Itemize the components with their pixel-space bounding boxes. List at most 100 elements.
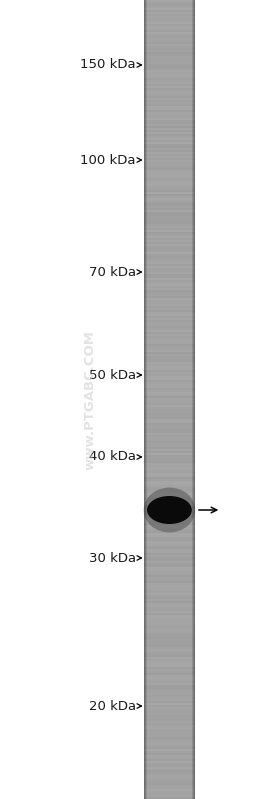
Bar [144, 713, 195, 715]
Bar [144, 136, 195, 137]
Bar [144, 364, 195, 366]
Bar [144, 369, 195, 372]
Bar [144, 372, 195, 374]
Bar [144, 204, 195, 205]
Bar [144, 662, 195, 663]
Bar [144, 793, 195, 795]
Bar [144, 671, 195, 673]
Bar [144, 507, 195, 510]
Bar [144, 447, 195, 449]
Bar [144, 485, 195, 487]
Bar [144, 623, 195, 625]
Bar [144, 422, 195, 423]
Bar [144, 298, 195, 300]
Bar [144, 233, 195, 236]
Bar [144, 550, 195, 551]
Bar [144, 348, 195, 350]
Bar [144, 284, 195, 286]
Bar [144, 797, 195, 799]
Bar [144, 344, 195, 345]
Bar [144, 593, 195, 595]
Bar [144, 329, 195, 332]
Bar [144, 40, 195, 42]
Bar [144, 539, 195, 542]
Bar [144, 423, 195, 425]
Bar [144, 763, 195, 765]
Bar [144, 196, 195, 198]
Bar [144, 180, 195, 182]
Bar [144, 278, 195, 280]
Bar [144, 590, 195, 591]
Bar [144, 300, 195, 301]
Bar [144, 433, 195, 435]
Bar [144, 158, 195, 160]
Bar [144, 78, 195, 80]
Bar [144, 282, 195, 284]
Bar [144, 502, 195, 503]
Bar [144, 681, 195, 683]
Bar [144, 417, 195, 419]
Bar [144, 654, 195, 655]
Bar [144, 132, 195, 133]
Bar [144, 735, 195, 737]
Bar [144, 403, 195, 406]
Bar [144, 52, 195, 54]
Bar [144, 699, 195, 702]
Text: 30 kDa: 30 kDa [89, 551, 136, 565]
Bar [144, 566, 195, 567]
Bar [144, 236, 195, 238]
Bar [144, 407, 195, 409]
Bar [144, 345, 195, 348]
Bar [144, 503, 195, 506]
Bar [144, 292, 195, 294]
Text: 150 kDa: 150 kDa [80, 58, 136, 71]
Bar [144, 168, 195, 170]
Bar [144, 398, 195, 400]
Bar [144, 715, 195, 718]
Bar [144, 340, 195, 342]
Bar [144, 361, 195, 364]
Bar [144, 406, 195, 407]
Bar [144, 276, 195, 278]
Bar [144, 112, 195, 113]
Bar [144, 769, 195, 771]
Bar [144, 431, 195, 433]
Bar [144, 194, 195, 196]
Bar [144, 622, 195, 623]
Bar [144, 18, 195, 20]
Bar [144, 599, 195, 601]
Bar [144, 531, 195, 534]
Bar [144, 54, 195, 56]
Bar [144, 264, 195, 265]
Bar [144, 625, 195, 627]
Bar [144, 156, 195, 158]
Bar [144, 743, 195, 745]
Bar [144, 587, 195, 590]
Bar [144, 491, 195, 493]
Bar [144, 150, 195, 152]
Bar [144, 172, 195, 174]
Bar [144, 454, 195, 455]
Bar [144, 759, 195, 761]
Bar [144, 646, 195, 647]
Bar [144, 558, 195, 559]
Bar [144, 718, 195, 719]
Bar [144, 60, 195, 62]
Bar [144, 216, 195, 217]
Bar [144, 26, 195, 28]
Bar [144, 14, 195, 16]
Bar [144, 304, 195, 305]
Bar [144, 244, 195, 246]
Bar [144, 745, 195, 747]
Bar [144, 252, 195, 254]
Bar [144, 313, 195, 316]
Bar [144, 96, 195, 98]
Bar [144, 785, 195, 787]
Bar [144, 603, 195, 606]
Bar [144, 350, 195, 352]
Bar [144, 749, 195, 751]
Bar [144, 186, 195, 188]
Bar [144, 519, 195, 522]
Bar [144, 6, 195, 8]
Bar [144, 148, 195, 150]
